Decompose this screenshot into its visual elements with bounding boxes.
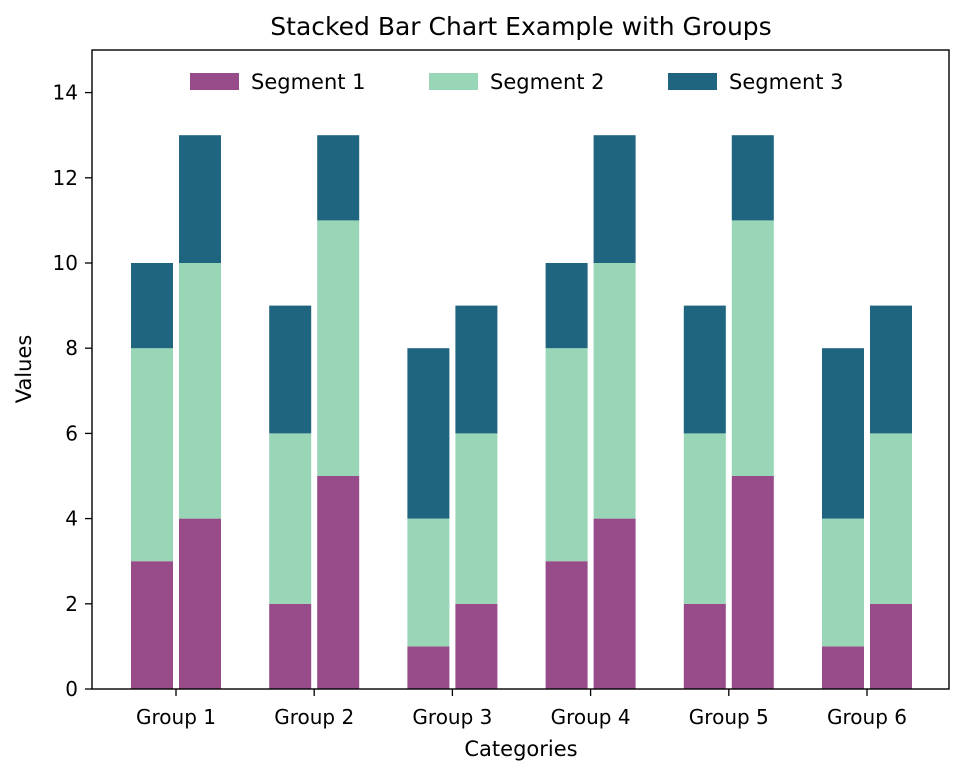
bar-g5-b2-s1: [731, 476, 774, 689]
bar-g4-b1-s3: [545, 263, 588, 349]
bar-g2-b1-s2: [269, 433, 312, 604]
bar-g2-b1-s1: [269, 603, 312, 689]
x-axis-label: Categories: [464, 737, 577, 761]
y-tick-label: 2: [65, 592, 78, 616]
bar-g6-b2-s3: [870, 305, 912, 434]
plot-frame: [91, 49, 950, 690]
legend-label-2: Segment 2: [490, 70, 605, 94]
bar-g3-b2-s3: [455, 305, 498, 434]
legend-label-1: Segment 1: [251, 70, 366, 94]
legend: Segment 1 Segment 2 Segment 3: [190, 70, 844, 94]
x-tick-label: Group 5: [689, 705, 769, 729]
bar-g2-b2-s3: [317, 135, 360, 221]
y-tick-label: 0: [65, 677, 78, 701]
bar-g4-b1-s1: [545, 561, 588, 689]
y-tick-label: 10: [53, 251, 78, 275]
y-tick-label: 4: [65, 507, 78, 531]
bar-g2-b2-s1: [317, 476, 360, 689]
bar-g4-b2-s3: [593, 135, 636, 263]
bar-g6-b2-s2: [870, 433, 912, 604]
legend-label-3: Segment 3: [729, 70, 844, 94]
bar-g6-b1-s2: [822, 518, 864, 647]
legend-swatch-1: [190, 73, 239, 90]
bar-g4-b1-s2: [545, 348, 588, 562]
y-tick-label: 8: [65, 336, 78, 360]
legend-swatch-3: [668, 73, 717, 90]
bar-g6-b1-s1: [822, 646, 864, 689]
bar-g3-b1-s3: [407, 348, 450, 519]
bar-g2-b1-s3: [269, 305, 312, 434]
x-tick-label: Group 1: [136, 705, 216, 729]
bar-g5-b2-s2: [731, 220, 774, 476]
x-tick-label: Group 4: [551, 705, 631, 729]
y-axis-label: Values: [12, 335, 36, 404]
bar-g5-b1-s2: [683, 433, 726, 604]
bar-g3-b2-s2: [455, 433, 498, 604]
x-tick-label: Group 3: [412, 705, 492, 729]
bar-g2-b2-s2: [317, 220, 360, 476]
y-tick-label: 14: [53, 81, 78, 105]
bar-g5-b1-s1: [683, 603, 726, 689]
bar-g1-b1-s2: [131, 348, 173, 562]
chart-title: Stacked Bar Chart Example with Groups: [270, 12, 771, 41]
bar-g6-b2-s1: [870, 603, 912, 689]
bar-g1-b1-s3: [131, 263, 173, 349]
y-tick-label: 6: [65, 421, 78, 445]
x-tick-label: Group 2: [274, 705, 354, 729]
bar-g3-b1-s2: [407, 518, 450, 647]
bar-g1-b1-s1: [131, 561, 173, 689]
y-tick-label: 12: [53, 166, 78, 190]
bar-g6-b1-s3: [822, 348, 864, 519]
bar-g3-b1-s1: [407, 646, 450, 689]
bar-g4-b2-s2: [593, 263, 636, 519]
bar-g5-b1-s3: [683, 305, 726, 434]
legend-swatch-2: [429, 73, 478, 90]
bar-g1-b2-s2: [179, 263, 221, 519]
bar-g1-b2-s3: [179, 135, 221, 263]
bar-g3-b2-s1: [455, 603, 498, 689]
bar-g5-b2-s3: [731, 135, 774, 221]
x-tick-label: Group 6: [827, 705, 907, 729]
bar-g1-b2-s1: [179, 518, 221, 689]
bar-g4-b2-s1: [593, 518, 636, 689]
plot-area: Group 1 Group 2 Group 3 Group 4 Group 5 Group…: [53, 49, 950, 729]
